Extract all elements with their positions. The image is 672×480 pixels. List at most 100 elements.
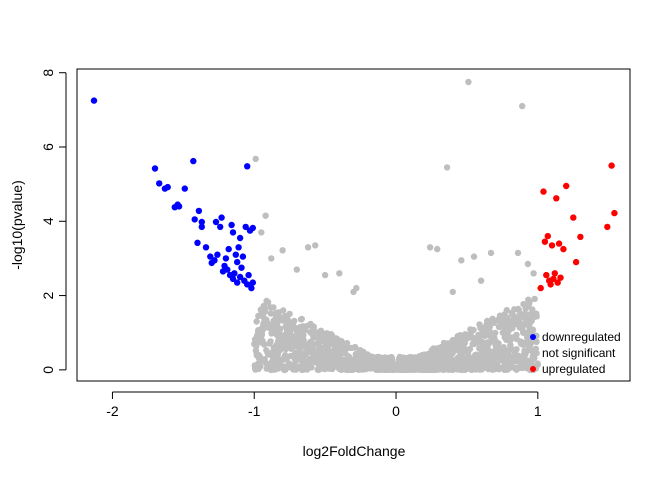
point-downregulated <box>164 183 171 191</box>
point-not-significant-bg <box>472 351 479 359</box>
point-not-significant-bg <box>521 321 528 328</box>
point-not-significant-bg <box>531 295 538 303</box>
point-not-significant-bg <box>306 357 314 365</box>
point-not-significant-bg <box>330 347 338 354</box>
point-upregulated <box>557 274 564 281</box>
y-tick-label: 8 <box>40 69 56 77</box>
y-tick-label: 6 <box>40 143 56 151</box>
point-downregulated <box>236 234 244 242</box>
point-downregulated <box>249 224 256 232</box>
point-not-significant-bg <box>432 345 439 353</box>
point-downregulated <box>194 239 201 246</box>
point-not-significant-bg <box>360 348 367 355</box>
point-downregulated <box>90 97 98 104</box>
point-not-significant-bg <box>283 343 290 351</box>
point-not-significant <box>514 249 522 257</box>
point-not-significant-bg <box>386 357 393 364</box>
point-not-significant-bg <box>495 323 503 331</box>
point-downregulated <box>236 273 244 281</box>
point-upregulated <box>540 188 547 195</box>
point-downregulated <box>244 163 251 170</box>
legend: downregulated not significant upregulate… <box>530 330 621 376</box>
point-not-significant-bg <box>258 328 265 336</box>
point-downregulated <box>190 157 197 165</box>
point-not-significant <box>293 266 300 273</box>
point-not-significant-bg <box>519 311 526 318</box>
point-downregulated <box>217 223 224 231</box>
point-not-significant-bg <box>506 361 513 368</box>
point-downregulated <box>248 284 255 292</box>
point-not-significant <box>443 164 451 171</box>
point-not-significant-bg <box>502 331 509 338</box>
point-downregulated <box>151 165 159 172</box>
point-not-significant-bg <box>524 336 531 344</box>
point-not-significant <box>434 245 441 253</box>
point-not-significant-bg <box>315 365 322 372</box>
y-tick-label: 4 <box>40 217 56 225</box>
point-downregulated <box>242 223 249 231</box>
point-not-significant-bg <box>364 358 372 366</box>
x-tick-label: -1 <box>248 403 261 419</box>
point-downregulated <box>234 279 241 286</box>
point-not-significant-bg <box>273 309 280 317</box>
point-not-significant <box>530 270 537 277</box>
point-not-significant <box>458 257 465 264</box>
point-not-significant-bg <box>301 365 309 372</box>
point-not-significant-bg <box>464 357 471 365</box>
point-not-significant-bg <box>471 337 479 345</box>
point-downregulated <box>244 281 251 288</box>
point-downregulated <box>229 229 237 236</box>
y-axis: 0 2 4 6 8 <box>40 69 67 374</box>
point-downregulated <box>235 244 242 251</box>
point-not-significant-bg <box>485 332 492 339</box>
point-not-significant-bg <box>288 364 296 372</box>
point-not-significant-bg <box>325 362 332 369</box>
point-upregulated <box>563 182 570 190</box>
point-not-significant-bg <box>312 358 319 366</box>
point-upregulated <box>611 209 618 217</box>
point-upregulated <box>554 279 561 286</box>
point-not-significant-bg <box>303 344 310 351</box>
point-not-significant-bg <box>520 329 527 336</box>
point-not-significant-bg <box>310 353 318 361</box>
point-not-significant <box>321 271 329 279</box>
point-not-significant-bg <box>467 364 474 372</box>
point-not-significant-bg <box>333 335 340 342</box>
point-not-significant-bg <box>424 363 431 370</box>
point-not-significant-bg <box>338 338 345 345</box>
point-downregulated <box>231 270 238 277</box>
point-upregulated <box>555 240 563 247</box>
point-downregulated <box>245 271 252 279</box>
point-not-significant-bg <box>522 302 529 310</box>
point-not-significant-bg <box>522 363 530 370</box>
point-not-significant-bg <box>325 342 332 349</box>
point-not-significant-bg <box>282 313 289 320</box>
point-not-significant-bg <box>513 331 520 338</box>
point-not-significant-bg <box>287 336 294 344</box>
point-not-significant <box>426 244 434 251</box>
point-not-significant-bg <box>467 326 474 333</box>
point-not-significant-bg <box>534 361 541 368</box>
point-not-significant-bg <box>420 352 428 360</box>
point-downregulated <box>181 185 188 192</box>
point-downregulated <box>225 245 232 253</box>
point-not-significant <box>252 155 259 163</box>
point-upregulated <box>604 223 611 231</box>
point-downregulated <box>234 258 241 266</box>
point-upregulated <box>543 271 550 279</box>
point-not-significant-bg <box>281 353 288 360</box>
point-not-significant-bg <box>479 364 487 371</box>
legend-label-not-significant: not significant <box>542 346 616 360</box>
point-downregulated <box>175 203 183 210</box>
point-not-significant-bg <box>291 317 298 325</box>
point-not-significant-bg <box>261 356 268 363</box>
legend-label-upregulated: upregulated <box>542 362 605 376</box>
point-downregulated <box>208 259 215 267</box>
point-not-significant <box>465 78 472 86</box>
point-downregulated <box>207 253 214 260</box>
point-not-significant-bg <box>336 345 344 352</box>
point-downregulated <box>229 275 237 283</box>
point-not-significant-bg <box>274 327 281 334</box>
point-not-significant-bg <box>457 332 464 339</box>
point-upregulated <box>553 195 560 202</box>
